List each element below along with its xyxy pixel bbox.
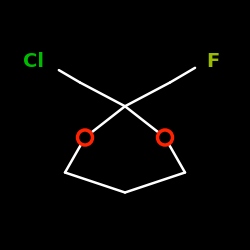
Text: Cl: Cl [23, 52, 44, 71]
Text: F: F [206, 52, 220, 71]
